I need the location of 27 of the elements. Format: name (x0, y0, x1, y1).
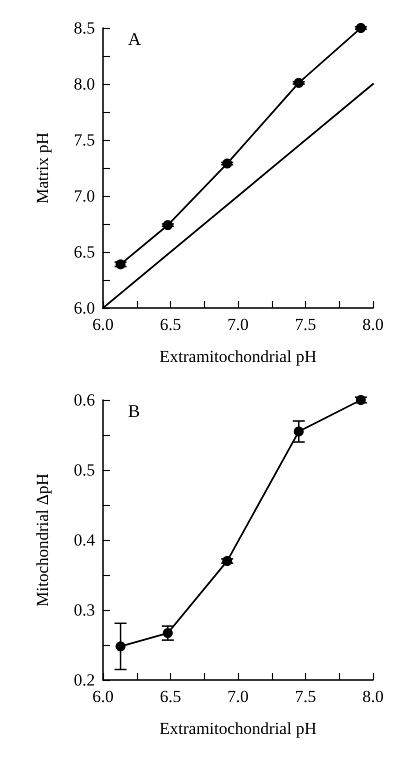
y-tick-label: 0.4 (74, 530, 96, 550)
y-tick-label: 8.0 (74, 74, 95, 94)
y-tick-label: 8.5 (74, 18, 95, 38)
x-tick-label: 7.0 (227, 687, 249, 706)
y-tick-label: 6.0 (74, 298, 95, 318)
y-tick-label: 7.5 (74, 130, 95, 150)
x-tick-label: 6.0 (92, 687, 114, 706)
annotation: B (128, 401, 140, 421)
x-tick-label: 7.0 (227, 315, 249, 334)
x-axis-title: Extramitochondrial pH (159, 719, 317, 738)
x-tick-label: 7.5 (294, 687, 316, 706)
y-tick-label: 7.0 (74, 186, 95, 206)
x-tick-label: 6.5 (160, 315, 182, 334)
y-tick-label: 0.2 (74, 670, 95, 690)
x-tick-label: 7.5 (294, 315, 316, 334)
y-tick-label: 0.5 (74, 460, 95, 480)
y-tick-label: 0.3 (74, 600, 95, 620)
annotation: A (128, 29, 141, 49)
x-tick-label: 6.5 (160, 687, 182, 706)
x-tick-label: 6.0 (92, 315, 114, 334)
x-tick-label: 8.0 (362, 315, 384, 334)
x-tick-label: 8.0 (362, 687, 384, 706)
y-axis-title: Mitochondrial ΔpH (33, 473, 52, 607)
x-axis-title: Extramitochondrial pH (159, 347, 317, 366)
y-axis-title: Matrix pH (33, 132, 52, 204)
y-tick-label: 0.6 (74, 390, 95, 410)
y-tick-label: 6.5 (74, 242, 95, 262)
